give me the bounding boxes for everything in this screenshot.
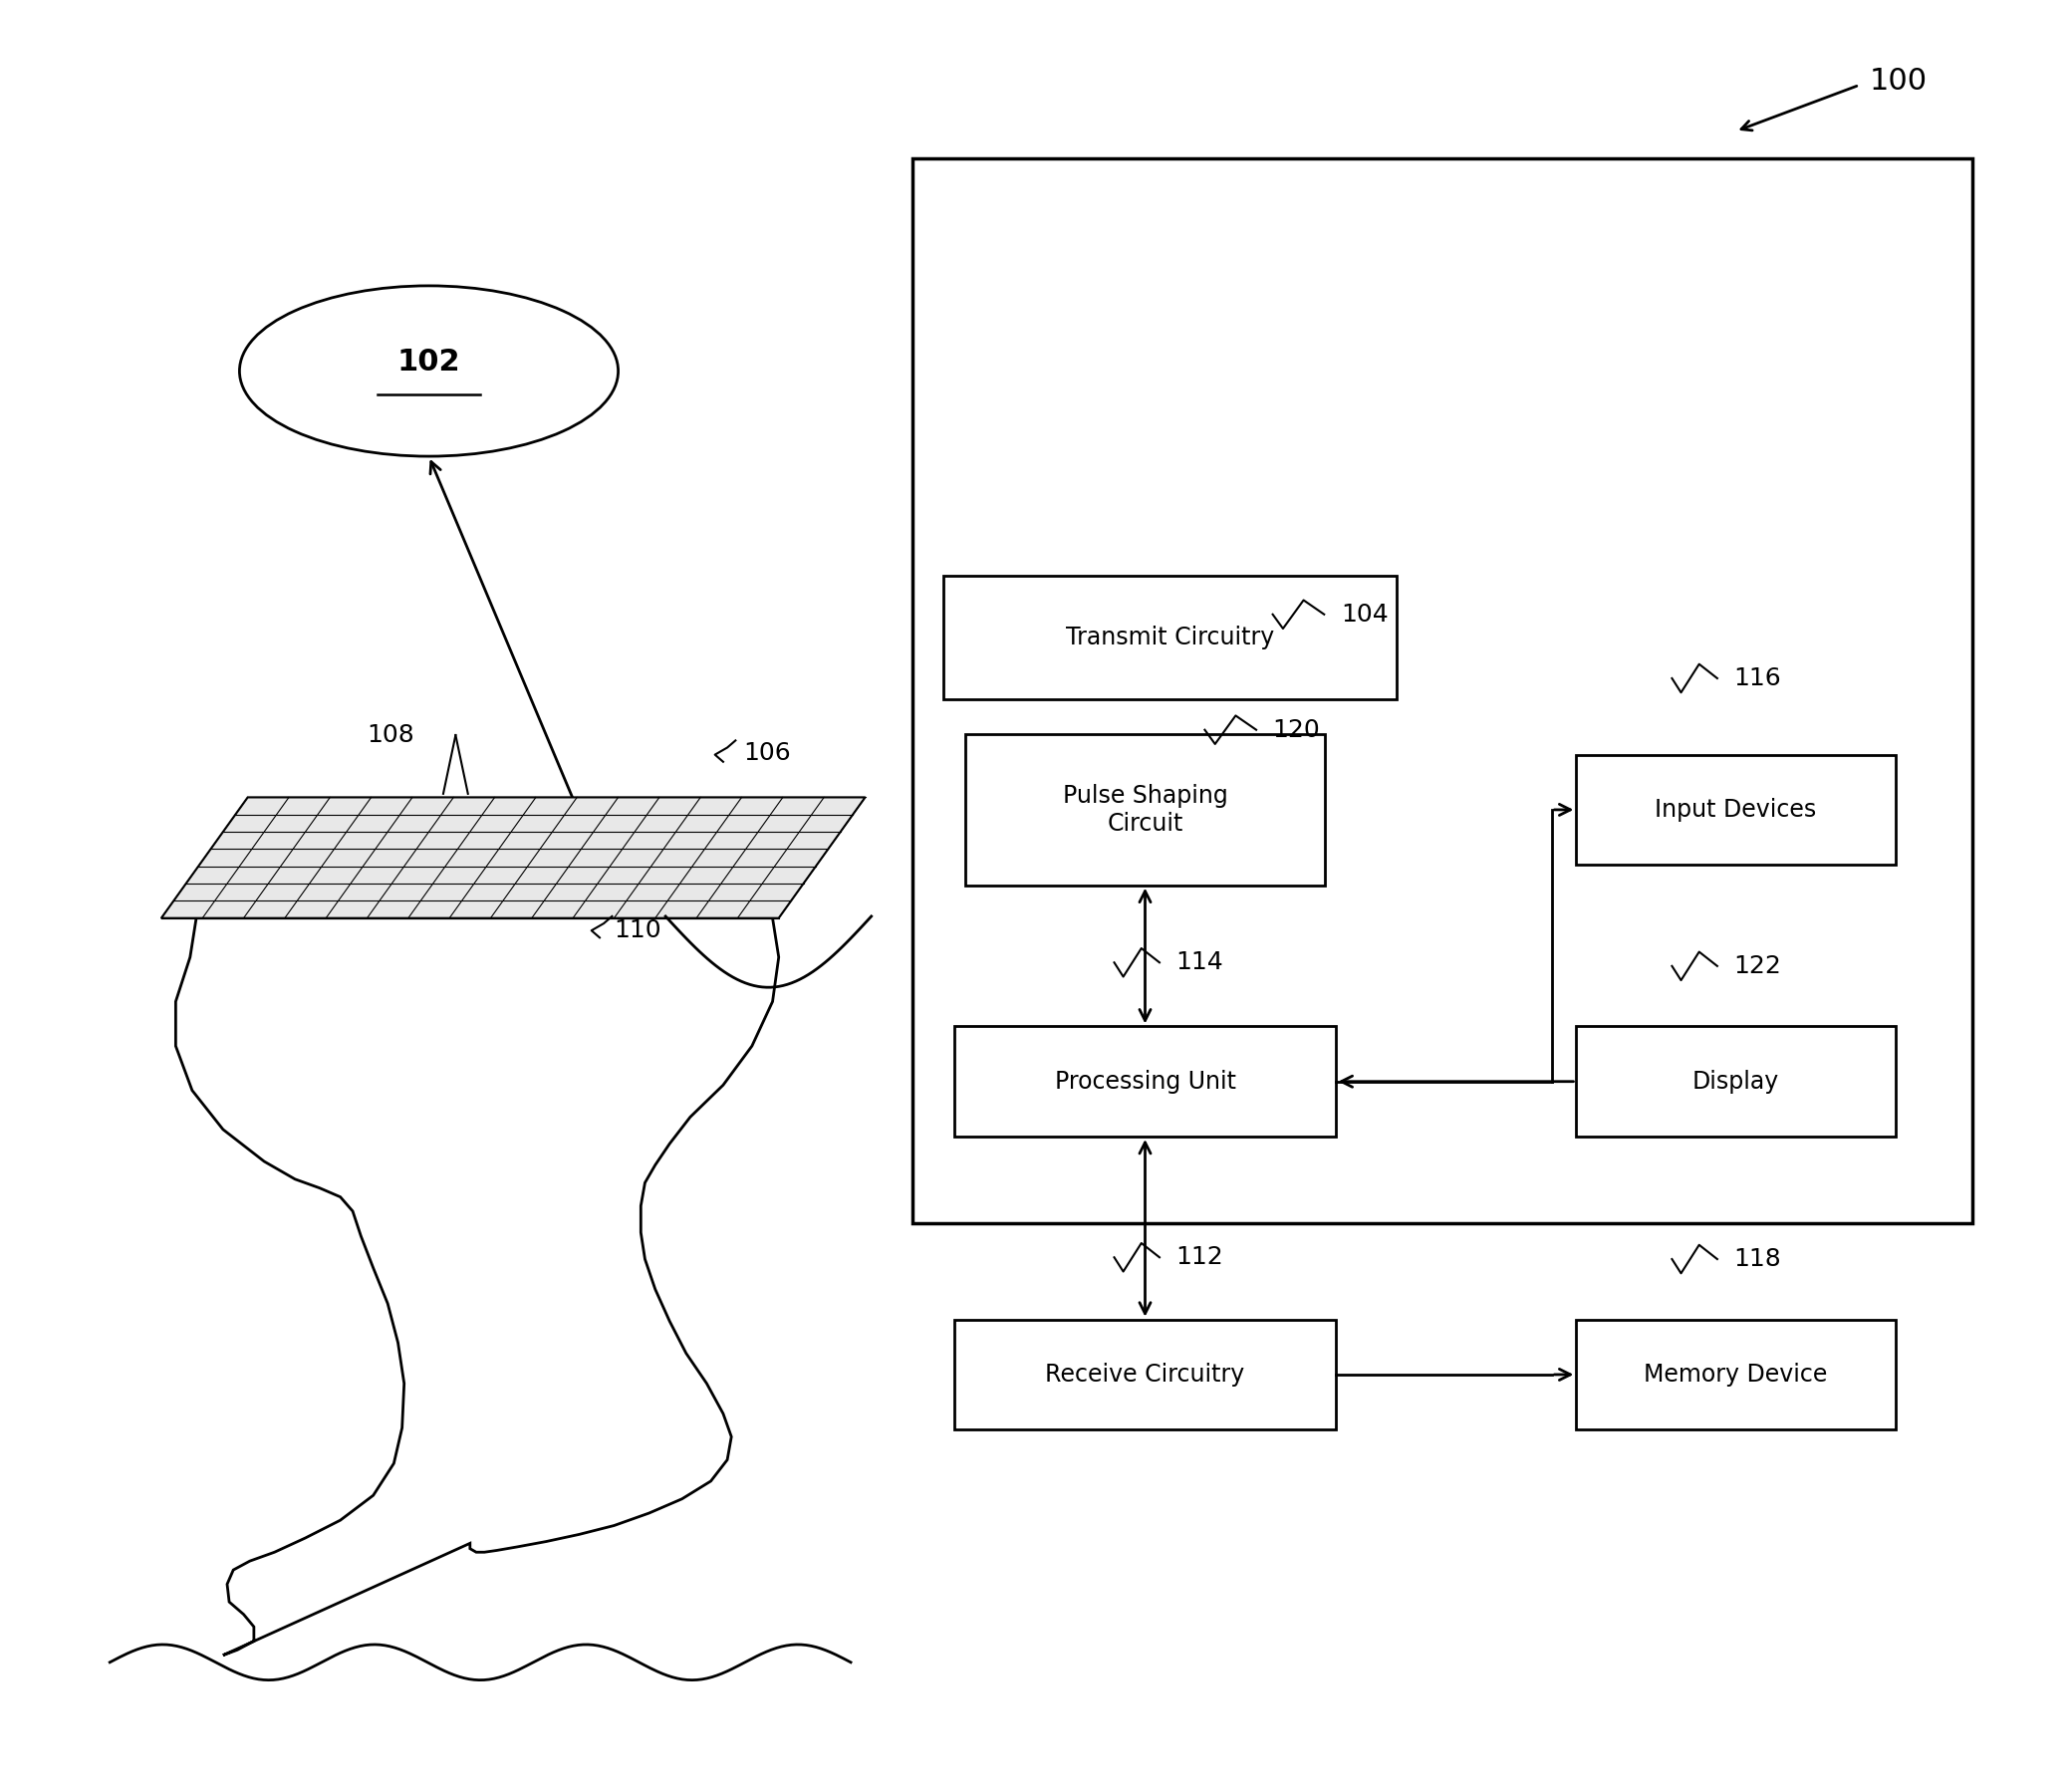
Text: 110: 110 <box>613 918 661 943</box>
Text: 112: 112 <box>1177 1246 1225 1269</box>
FancyBboxPatch shape <box>1577 1319 1896 1430</box>
Text: Receive Circuitry: Receive Circuitry <box>1046 1362 1245 1387</box>
Text: 118: 118 <box>1734 1248 1782 1271</box>
Text: Display: Display <box>1693 1070 1780 1094</box>
Text: Transmit Circuitry: Transmit Circuitry <box>1065 625 1274 650</box>
FancyBboxPatch shape <box>955 1319 1336 1430</box>
FancyBboxPatch shape <box>912 158 1973 1224</box>
Text: 120: 120 <box>1272 718 1320 741</box>
Polygon shape <box>176 918 779 1656</box>
FancyBboxPatch shape <box>955 1026 1336 1137</box>
Text: Processing Unit: Processing Unit <box>1055 1070 1235 1094</box>
Text: 114: 114 <box>1177 950 1225 974</box>
Text: 106: 106 <box>744 741 792 764</box>
Polygon shape <box>162 797 866 918</box>
FancyBboxPatch shape <box>943 575 1397 700</box>
Text: Pulse Shaping
Circuit: Pulse Shaping Circuit <box>1063 784 1227 836</box>
Text: Input Devices: Input Devices <box>1656 798 1817 822</box>
Text: 122: 122 <box>1734 954 1782 977</box>
Text: 116: 116 <box>1734 666 1782 691</box>
FancyBboxPatch shape <box>966 734 1326 886</box>
Ellipse shape <box>240 286 617 456</box>
Text: 104: 104 <box>1341 603 1388 626</box>
Text: Memory Device: Memory Device <box>1643 1362 1828 1387</box>
Text: 102: 102 <box>398 347 460 376</box>
FancyBboxPatch shape <box>1577 1026 1896 1137</box>
Text: 108: 108 <box>367 723 414 746</box>
Text: 100: 100 <box>1869 66 1927 97</box>
FancyBboxPatch shape <box>1577 755 1896 865</box>
